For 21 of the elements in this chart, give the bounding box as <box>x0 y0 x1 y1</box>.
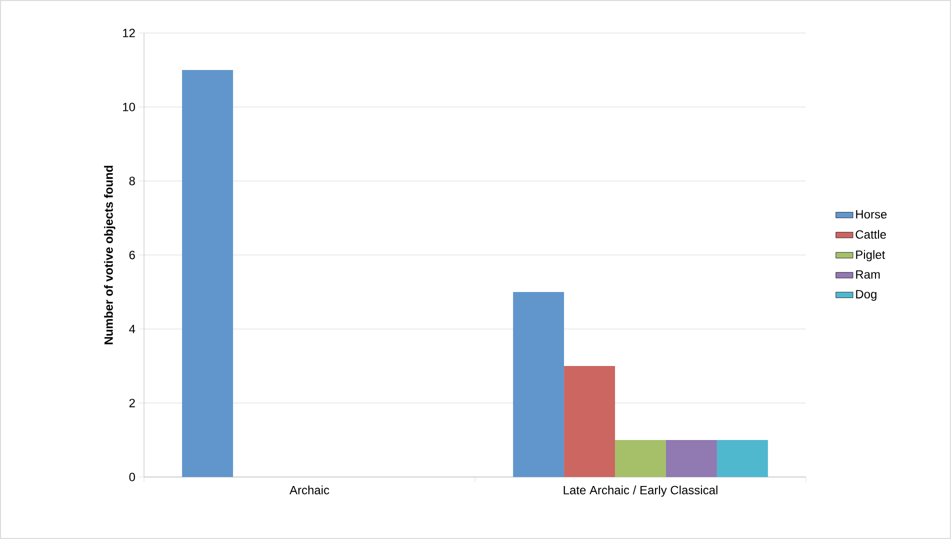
x-tick-label: Archaic <box>290 486 330 494</box>
y-axis-title: Number of votive objects found <box>104 166 116 344</box>
y-tick-label: 6 <box>129 250 135 260</box>
y-tick-label: 0 <box>129 472 136 482</box>
x-tick-label: Late Archaic / Early Classical <box>564 486 718 497</box>
legend-label: Dog <box>856 290 876 301</box>
legend-label: Ram <box>856 270 880 279</box>
legend-label: Cattle <box>856 230 886 239</box>
bar <box>615 440 666 477</box>
y-tick-label: 12 <box>123 28 135 38</box>
y-tick-label: 8 <box>129 176 135 186</box>
bar <box>564 366 616 477</box>
bar <box>716 440 768 477</box>
y-tick-label: 4 <box>129 324 136 334</box>
y-tick-label: 2 <box>129 398 135 408</box>
y-tick-label: 10 <box>123 102 136 112</box>
legend-label: Horse <box>856 210 887 219</box>
bar <box>666 440 717 477</box>
bar <box>182 70 234 477</box>
bar <box>513 292 564 477</box>
legend-label: Piglet <box>856 250 886 262</box>
